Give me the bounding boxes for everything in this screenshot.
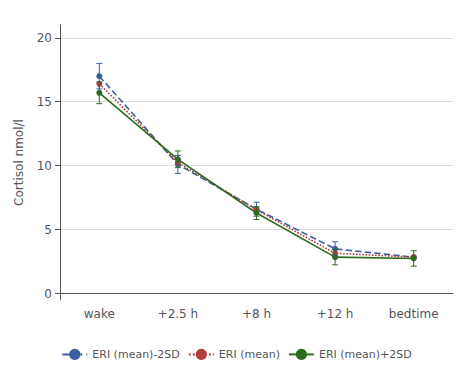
svg-text:ERI (mean)+2SD: ERI (mean)+2SD — [319, 348, 412, 361]
svg-text:+8 h: +8 h — [242, 307, 271, 321]
svg-text:15: 15 — [37, 95, 52, 109]
svg-text:5: 5 — [44, 223, 52, 237]
svg-text:0: 0 — [44, 287, 52, 301]
svg-text:wake: wake — [84, 307, 115, 321]
svg-text:+12 h: +12 h — [317, 307, 354, 321]
svg-text:ERI (mean)-2SD: ERI (mean)-2SD — [92, 348, 180, 361]
svg-text:Cortisol nmol/l: Cortisol nmol/l — [12, 119, 26, 206]
svg-text:+2.5 h: +2.5 h — [158, 307, 199, 321]
svg-text:10: 10 — [37, 159, 52, 173]
svg-text:ERI (mean): ERI (mean) — [219, 348, 280, 361]
svg-text:bedtime: bedtime — [389, 307, 439, 321]
svg-text:20: 20 — [37, 31, 52, 45]
